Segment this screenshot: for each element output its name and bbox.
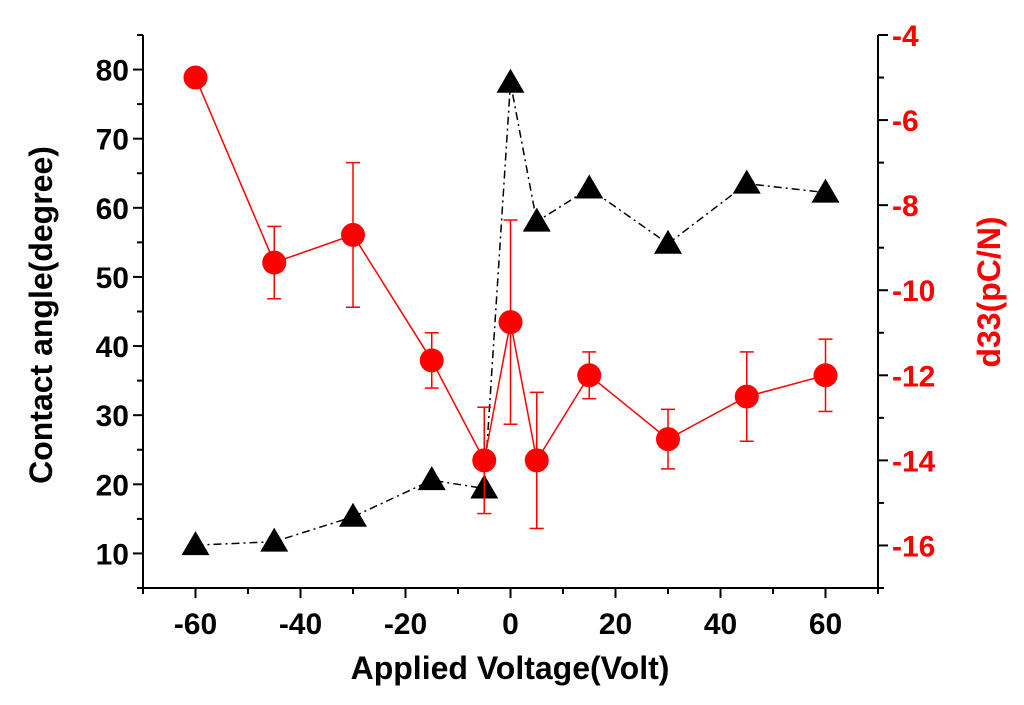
d33-point bbox=[419, 348, 444, 373]
y-tick-label: 30 bbox=[96, 400, 129, 433]
contact-angle-point bbox=[575, 174, 604, 199]
contact-angle-point bbox=[417, 466, 446, 491]
y2-tick-label: -6 bbox=[892, 105, 919, 138]
d33-point bbox=[524, 448, 549, 473]
tick-labels: -60 -40 -20 0 20 40 60 10 20 30 40 50 60 70 80 -16 -14 -1… bbox=[96, 20, 936, 641]
d33-point bbox=[341, 222, 365, 247]
d33-point bbox=[813, 363, 838, 388]
y-tick-label: 70 bbox=[96, 124, 129, 157]
d33-point bbox=[472, 448, 497, 473]
d33-point bbox=[498, 310, 523, 335]
contact-angle-point bbox=[522, 207, 551, 232]
y2-axis-title: d33(pC/N) bbox=[971, 216, 1007, 367]
d33-point bbox=[656, 427, 680, 452]
axis-ticks bbox=[133, 34, 888, 598]
contact-angle-point bbox=[181, 531, 210, 556]
y-tick-label: 40 bbox=[96, 331, 129, 364]
x-tick-label: 40 bbox=[704, 608, 737, 641]
y-tick-label: 50 bbox=[96, 262, 129, 295]
contact-angle-point bbox=[260, 527, 289, 552]
d33-point bbox=[577, 363, 602, 388]
y-axis-title: Contact angle(degree) bbox=[23, 146, 59, 484]
y-tick-label: 80 bbox=[96, 55, 129, 88]
contact-angle-point bbox=[496, 68, 525, 93]
x-tick-label: 0 bbox=[502, 608, 519, 641]
x-tick-label: 20 bbox=[599, 608, 632, 641]
y-tick-label: 10 bbox=[96, 538, 129, 571]
y2-tick-label: -14 bbox=[892, 445, 936, 478]
y-tick-label: 60 bbox=[96, 193, 129, 226]
x-tick-label: -60 bbox=[174, 608, 217, 641]
y2-tick-label: -16 bbox=[892, 530, 935, 563]
x-tick-label: -40 bbox=[279, 608, 322, 641]
y2-tick-label: -8 bbox=[892, 190, 919, 223]
x-axis-title: Applied Voltage(Volt) bbox=[351, 650, 670, 686]
d33-point bbox=[262, 250, 287, 275]
y-tick-label: 20 bbox=[96, 469, 129, 502]
contact-angle-point bbox=[339, 502, 367, 527]
x-tick-label: 60 bbox=[809, 608, 842, 641]
y2-tick-label: -4 bbox=[892, 20, 919, 53]
y2-tick-label: -10 bbox=[892, 275, 935, 308]
d33-point bbox=[183, 65, 208, 90]
contact-angle-point bbox=[732, 169, 761, 194]
contact-angle-point bbox=[811, 178, 840, 203]
d33-point bbox=[734, 384, 759, 409]
series-d33 bbox=[183, 65, 838, 530]
y2-tick-label: -12 bbox=[892, 360, 935, 393]
x-tick-label: -20 bbox=[384, 608, 427, 641]
contact-angle-point bbox=[654, 229, 682, 254]
